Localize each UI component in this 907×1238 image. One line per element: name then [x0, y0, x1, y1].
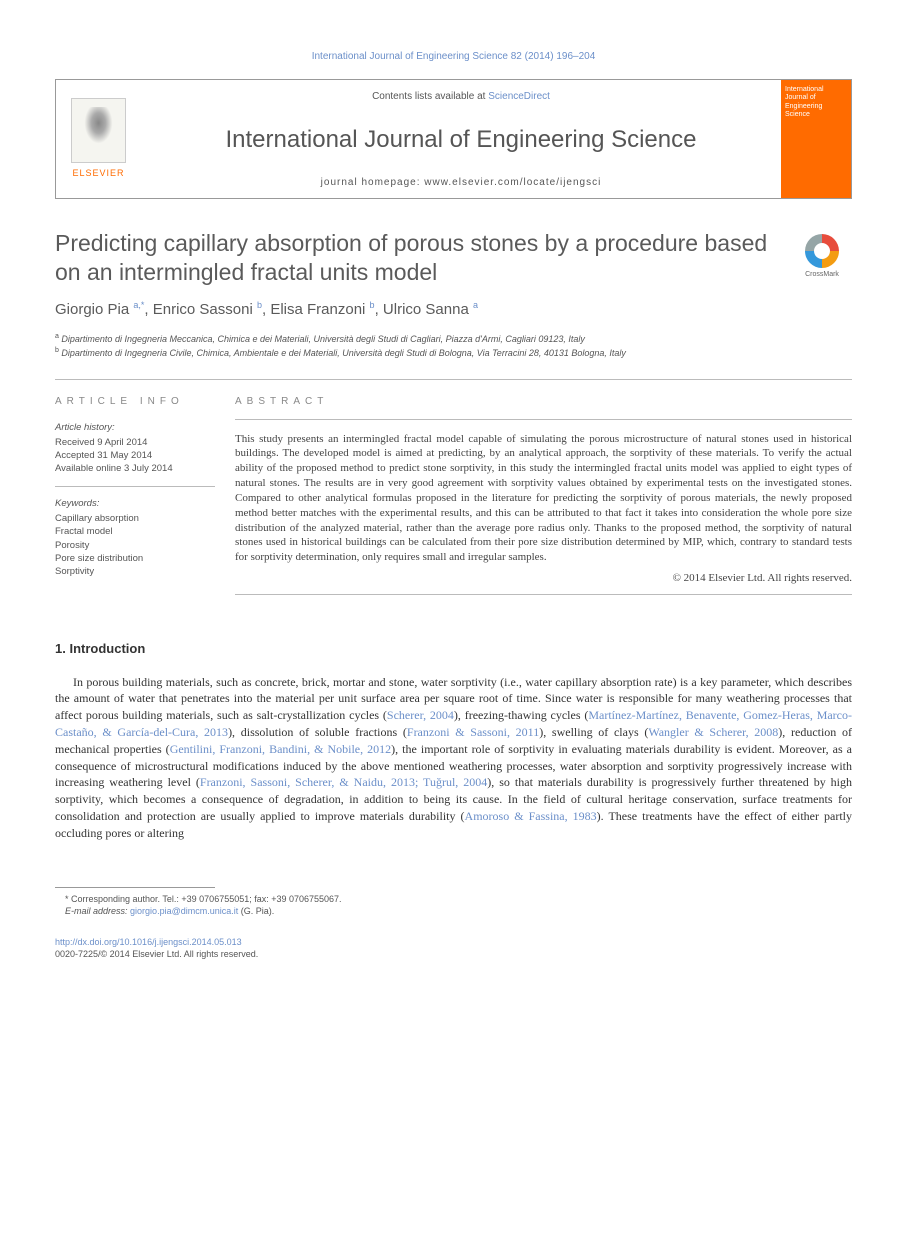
journal-cover-thumbnail[interactable]: International Journal of Engineering Sci… — [781, 80, 851, 198]
abstract-col: abstract This study presents an intermin… — [235, 395, 852, 596]
affiliation: b Dipartimento di Ingegneria Civile, Chi… — [55, 346, 852, 361]
email-line: E-mail address: giorgio.pia@dimcm.unica.… — [65, 905, 852, 918]
article-info-heading: article info — [55, 395, 215, 409]
article-info-col: article info Article history: Received 9… — [55, 395, 235, 596]
contents-lists: Contents lists available at ScienceDirec… — [372, 90, 550, 104]
keyword: Pore size distribution — [55, 552, 215, 565]
doi-block: http://dx.doi.org/10.1016/j.ijengsci.201… — [55, 936, 852, 961]
crossmark-label: CrossMark — [805, 270, 839, 280]
title-row: Predicting capillary absorption of porou… — [55, 229, 852, 287]
citation-link[interactable]: Gentilini, Franzoni, Bandini, & Nobile, … — [170, 742, 391, 756]
article-history: Article history: Received 9 April 2014 A… — [55, 421, 215, 487]
crossmark-icon — [805, 234, 839, 268]
affiliation: a Dipartimento di Ingegneria Meccanica, … — [55, 332, 852, 347]
author[interactable]: Ulrico Sanna a — [383, 301, 478, 318]
contents-prefix: Contents lists available at — [372, 91, 488, 102]
email-who: (G. Pia). — [241, 906, 275, 916]
email-label: E-mail address: — [65, 906, 128, 916]
authors-line: Giorgio Pia a,*, Enrico Sassoni b, Elisa… — [55, 299, 852, 320]
top-citation: International Journal of Engineering Sci… — [55, 50, 852, 64]
online-date: Available online 3 July 2014 — [55, 462, 215, 475]
divider — [235, 594, 852, 595]
author[interactable]: Elisa Franzoni b — [270, 301, 374, 318]
journal-cover-title: International Journal of Engineering Sci… — [785, 86, 847, 120]
intro-paragraph: In porous building materials, such as co… — [55, 674, 852, 842]
abstract-text: This study presents an intermingled frac… — [235, 432, 852, 566]
elsevier-label: ELSEVIER — [72, 167, 124, 180]
issn-copyright: 0020-7225/© 2014 Elsevier Ltd. All right… — [55, 948, 852, 961]
author[interactable]: Giorgio Pia a,* — [55, 301, 144, 318]
journal-name: International Journal of Engineering Sci… — [226, 123, 697, 157]
article-title: Predicting capillary absorption of porou… — [55, 229, 772, 287]
accepted-date: Accepted 31 May 2014 — [55, 449, 215, 462]
crossmark-badge[interactable]: CrossMark — [792, 234, 852, 280]
keywords-label: Keywords: — [55, 497, 215, 510]
elsevier-tree-icon — [71, 98, 126, 163]
section-heading-intro: 1. Introduction — [55, 640, 852, 658]
journal-header: ELSEVIER Contents lists available at Sci… — [55, 79, 852, 199]
history-label: Article history: — [55, 421, 215, 434]
keyword: Sorptivity — [55, 565, 215, 578]
divider — [55, 379, 852, 380]
keywords-block: Keywords: Capillary absorption Fractal m… — [55, 497, 215, 579]
citation-link[interactable]: Scherer, 2004 — [387, 708, 454, 722]
info-abstract-row: article info Article history: Received 9… — [55, 395, 852, 596]
keyword: Porosity — [55, 539, 215, 552]
corr-author-line: * Corresponding author. Tel.: +39 070675… — [65, 893, 852, 906]
sciencedirect-link[interactable]: ScienceDirect — [488, 91, 550, 102]
citation-link[interactable]: Franzoni & Sassoni, 2011 — [407, 725, 539, 739]
corresponding-footnote: * Corresponding author. Tel.: +39 070675… — [55, 893, 852, 918]
keyword: Capillary absorption — [55, 512, 215, 525]
citation-link[interactable]: Wangler & Scherer, 2008 — [648, 725, 778, 739]
footnote-divider — [55, 887, 215, 888]
email-link[interactable]: giorgio.pia@dimcm.unica.it — [130, 906, 238, 916]
elsevier-logo[interactable]: ELSEVIER — [56, 80, 141, 198]
header-center: Contents lists available at ScienceDirec… — [141, 80, 781, 198]
author[interactable]: Enrico Sassoni b — [153, 301, 262, 318]
citation-link[interactable]: Amoroso & Fassina, 1983 — [465, 809, 597, 823]
received-date: Received 9 April 2014 — [55, 436, 215, 449]
abstract-copyright: © 2014 Elsevier Ltd. All rights reserved… — [235, 571, 852, 586]
journal-homepage[interactable]: journal homepage: www.elsevier.com/locat… — [321, 176, 602, 190]
affiliations: a Dipartimento di Ingegneria Meccanica, … — [55, 332, 852, 361]
abstract-heading: abstract — [235, 395, 852, 420]
doi-link[interactable]: http://dx.doi.org/10.1016/j.ijengsci.201… — [55, 937, 242, 947]
page-root: International Journal of Engineering Sci… — [0, 0, 907, 1001]
keyword: Fractal model — [55, 525, 215, 538]
citation-link[interactable]: Franzoni, Sassoni, Scherer, & Naidu, 201… — [200, 775, 487, 789]
